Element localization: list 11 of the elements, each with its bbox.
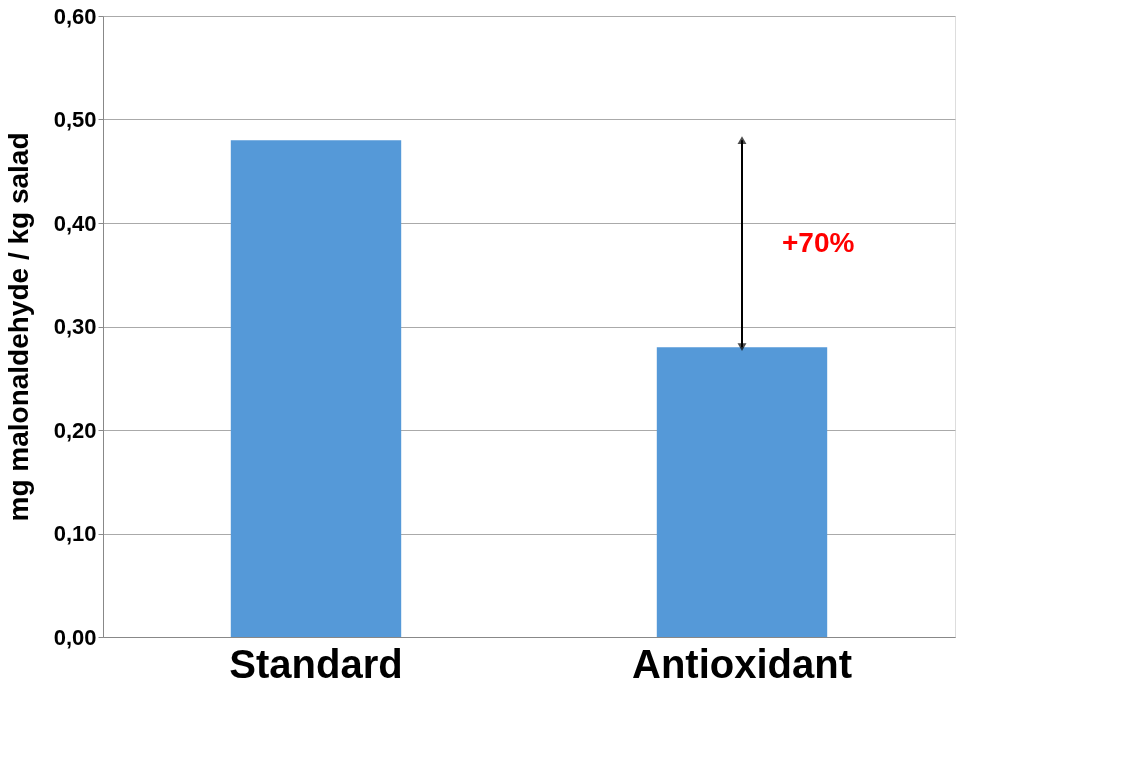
y-tick-label: 0,50 <box>53 107 97 132</box>
y-tick-label: 0,20 <box>53 417 97 443</box>
x-tick-label: Antioxidant <box>632 641 852 686</box>
x-tick-label: Standard <box>229 641 403 686</box>
y-tick-label: 0,00 <box>53 624 97 650</box>
y-axis-title: mg malonaldehyde / kg salad <box>2 132 34 522</box>
y-tick-label: 0,40 <box>53 210 97 236</box>
y-tick-label: 0,10 <box>53 521 97 546</box>
annotation: +70% <box>782 226 855 258</box>
y-tick-label: 0,30 <box>53 314 97 339</box>
y-tick-label: 0,60 <box>53 3 97 29</box>
